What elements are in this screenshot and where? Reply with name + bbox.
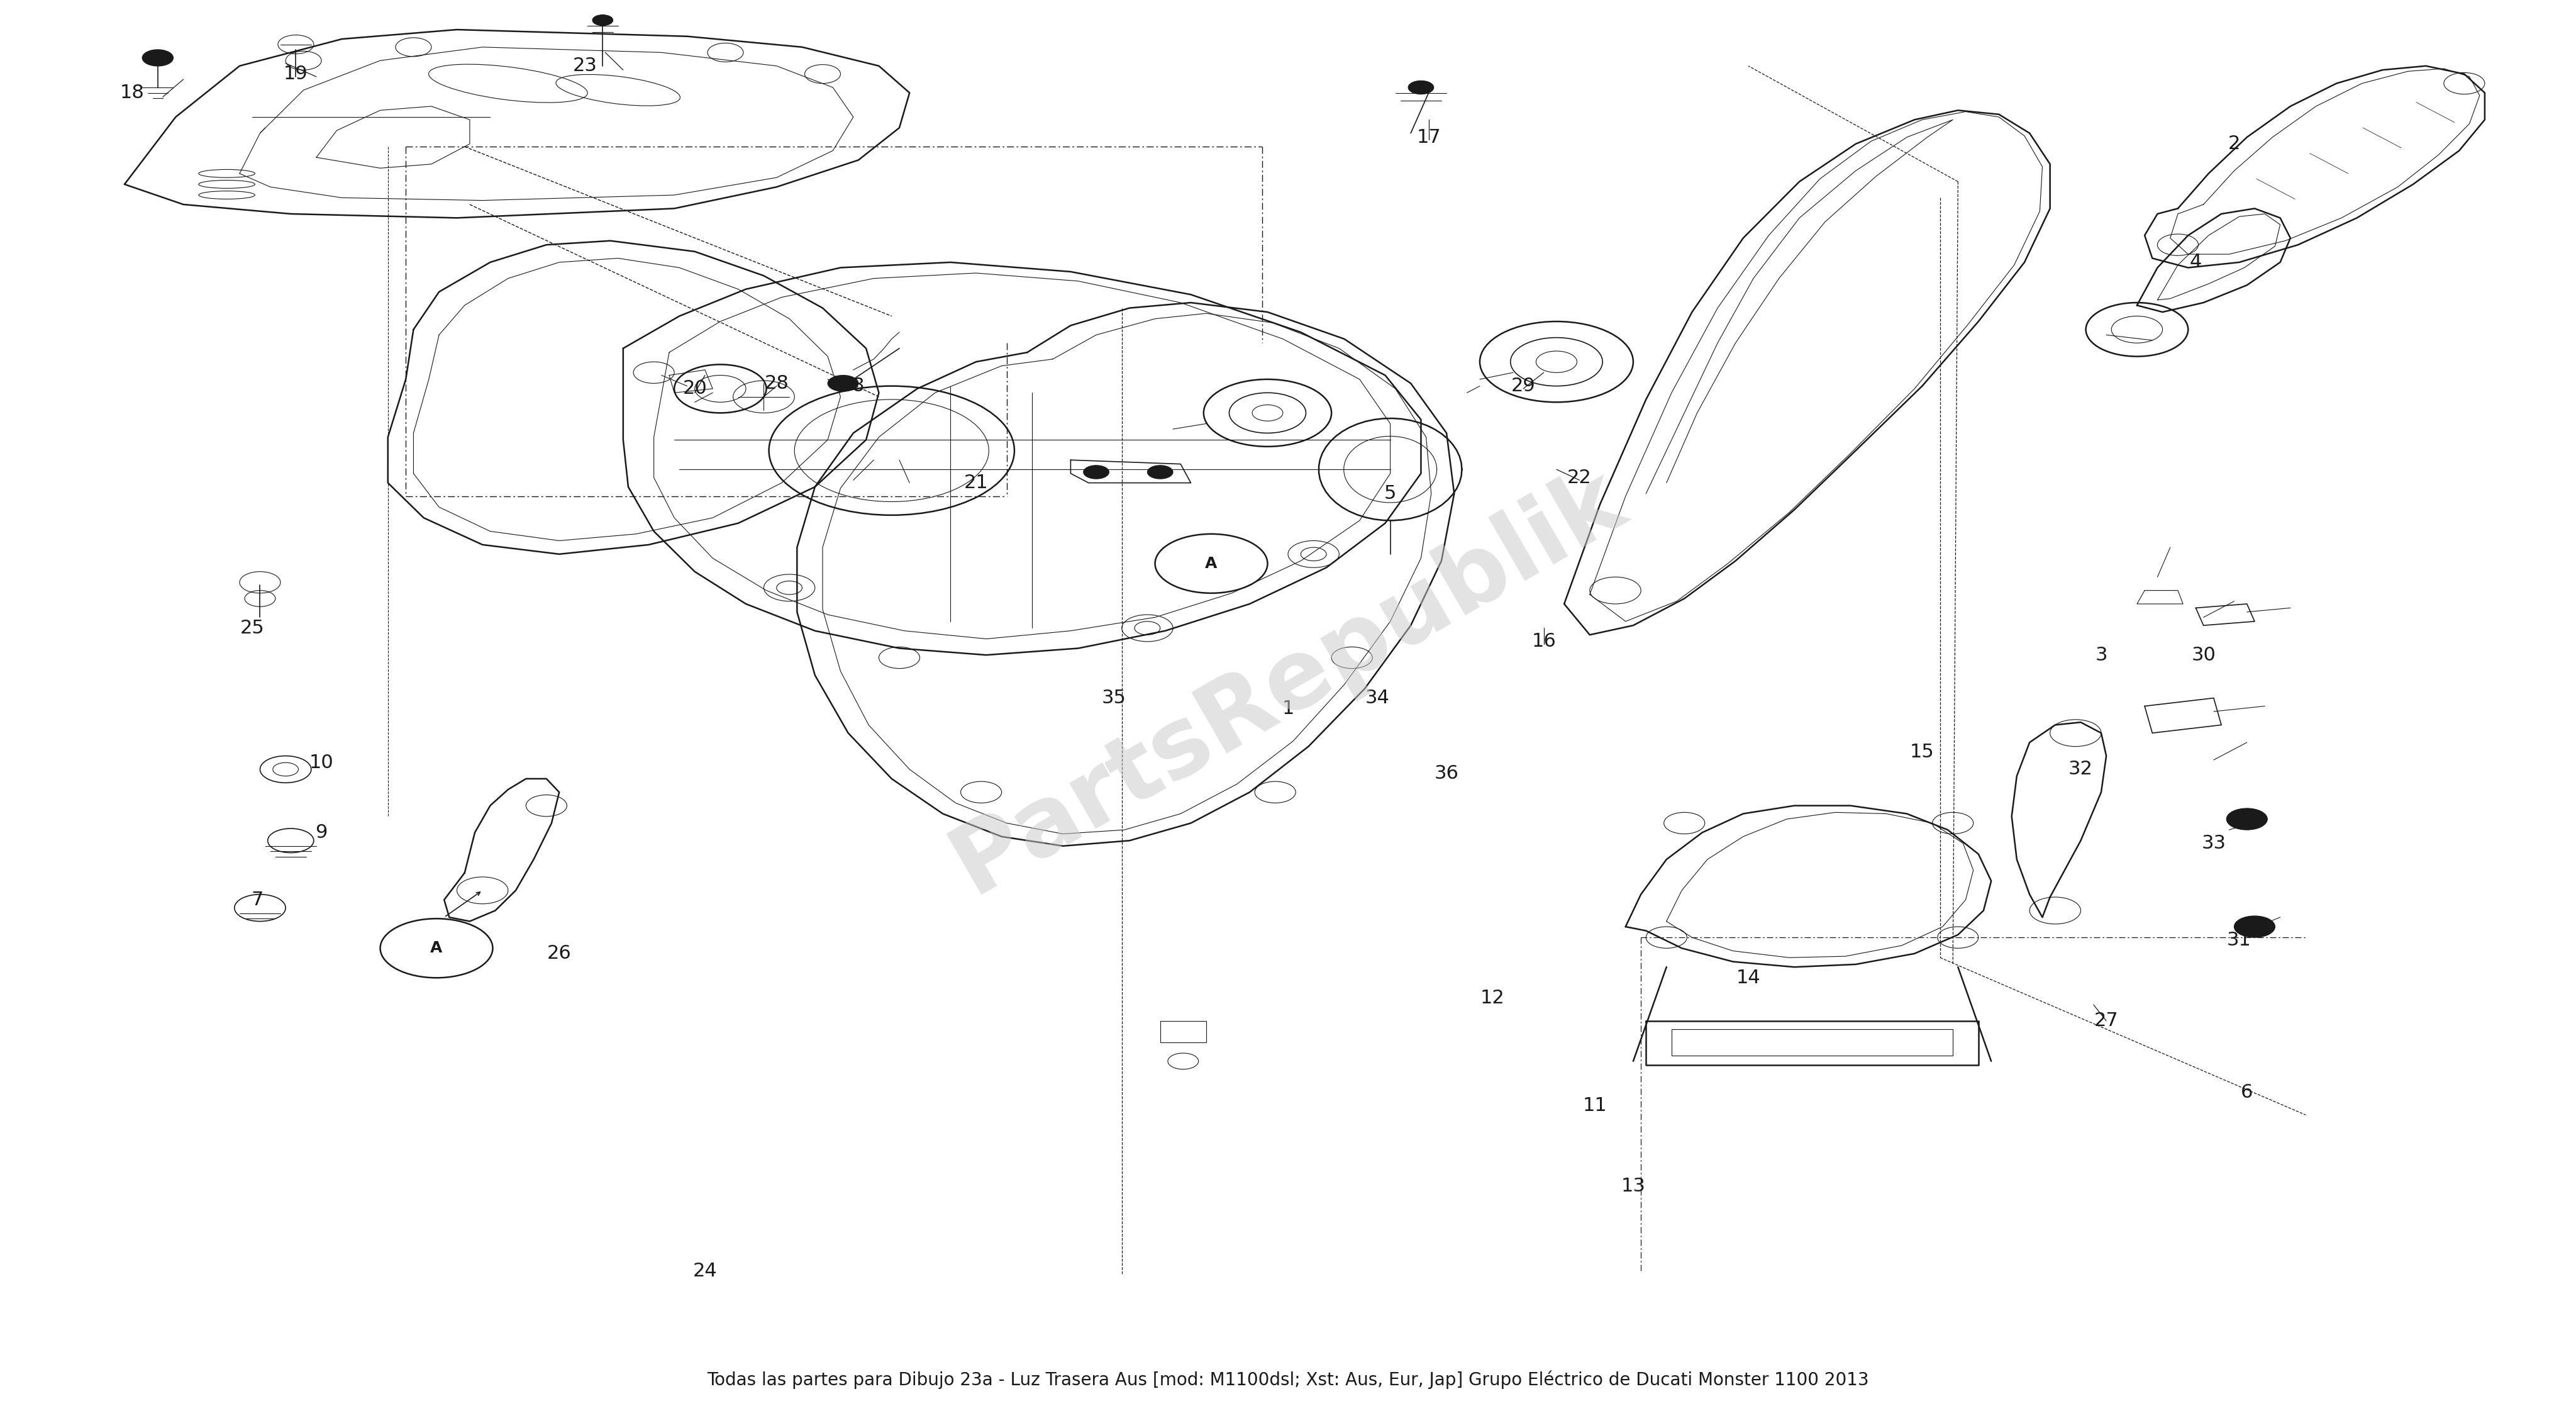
Text: 11: 11 xyxy=(1582,1097,1607,1115)
Circle shape xyxy=(1409,80,1435,94)
Text: 26: 26 xyxy=(546,945,572,963)
Text: 13: 13 xyxy=(1620,1177,1646,1195)
Text: 21: 21 xyxy=(963,474,989,492)
Text: 33: 33 xyxy=(2202,834,2226,852)
Circle shape xyxy=(592,15,613,25)
Text: 7: 7 xyxy=(252,890,263,908)
Text: 25: 25 xyxy=(240,619,265,637)
Text: 32: 32 xyxy=(2069,761,2092,779)
Circle shape xyxy=(2233,915,2275,938)
Text: 3: 3 xyxy=(2094,645,2107,664)
Text: Todas las partes para Dibujo 23a - Luz Trasera Aus [mod: M1100dsl; Xst: Aus, Eur: Todas las partes para Dibujo 23a - Luz T… xyxy=(706,1371,1870,1389)
Text: 34: 34 xyxy=(1365,689,1388,707)
Text: 15: 15 xyxy=(1909,742,1935,761)
Text: 31: 31 xyxy=(2228,931,2251,949)
Text: 28: 28 xyxy=(765,374,788,392)
Text: 17: 17 xyxy=(1417,128,1440,146)
Circle shape xyxy=(2226,808,2267,830)
Text: 14: 14 xyxy=(1736,969,1759,987)
Circle shape xyxy=(1084,465,1110,479)
Text: 1: 1 xyxy=(1283,700,1293,718)
Text: 5: 5 xyxy=(1383,485,1396,503)
Text: 12: 12 xyxy=(1481,988,1504,1007)
Text: 18: 18 xyxy=(121,84,144,103)
Circle shape xyxy=(1146,465,1172,479)
Text: 29: 29 xyxy=(1512,377,1535,395)
Text: 36: 36 xyxy=(1435,765,1458,783)
Text: PartsRepublik: PartsRepublik xyxy=(935,451,1641,912)
Text: 20: 20 xyxy=(683,380,706,398)
Text: 23: 23 xyxy=(572,56,598,75)
Text: 35: 35 xyxy=(1103,689,1126,707)
Text: 4: 4 xyxy=(2190,253,2202,271)
Circle shape xyxy=(142,49,173,66)
Circle shape xyxy=(827,375,858,391)
Text: 10: 10 xyxy=(309,754,332,772)
Text: 16: 16 xyxy=(1533,633,1556,651)
Text: 6: 6 xyxy=(2241,1083,2254,1101)
Text: 19: 19 xyxy=(283,65,309,83)
Text: 30: 30 xyxy=(2192,645,2215,664)
Text: A: A xyxy=(430,941,443,956)
Text: 8: 8 xyxy=(853,377,866,395)
Text: 27: 27 xyxy=(2094,1012,2117,1031)
Text: 22: 22 xyxy=(1566,468,1592,486)
Text: 9: 9 xyxy=(314,824,327,842)
Text: A: A xyxy=(1206,555,1218,571)
Text: 24: 24 xyxy=(693,1261,716,1279)
Text: 2: 2 xyxy=(2228,135,2241,153)
